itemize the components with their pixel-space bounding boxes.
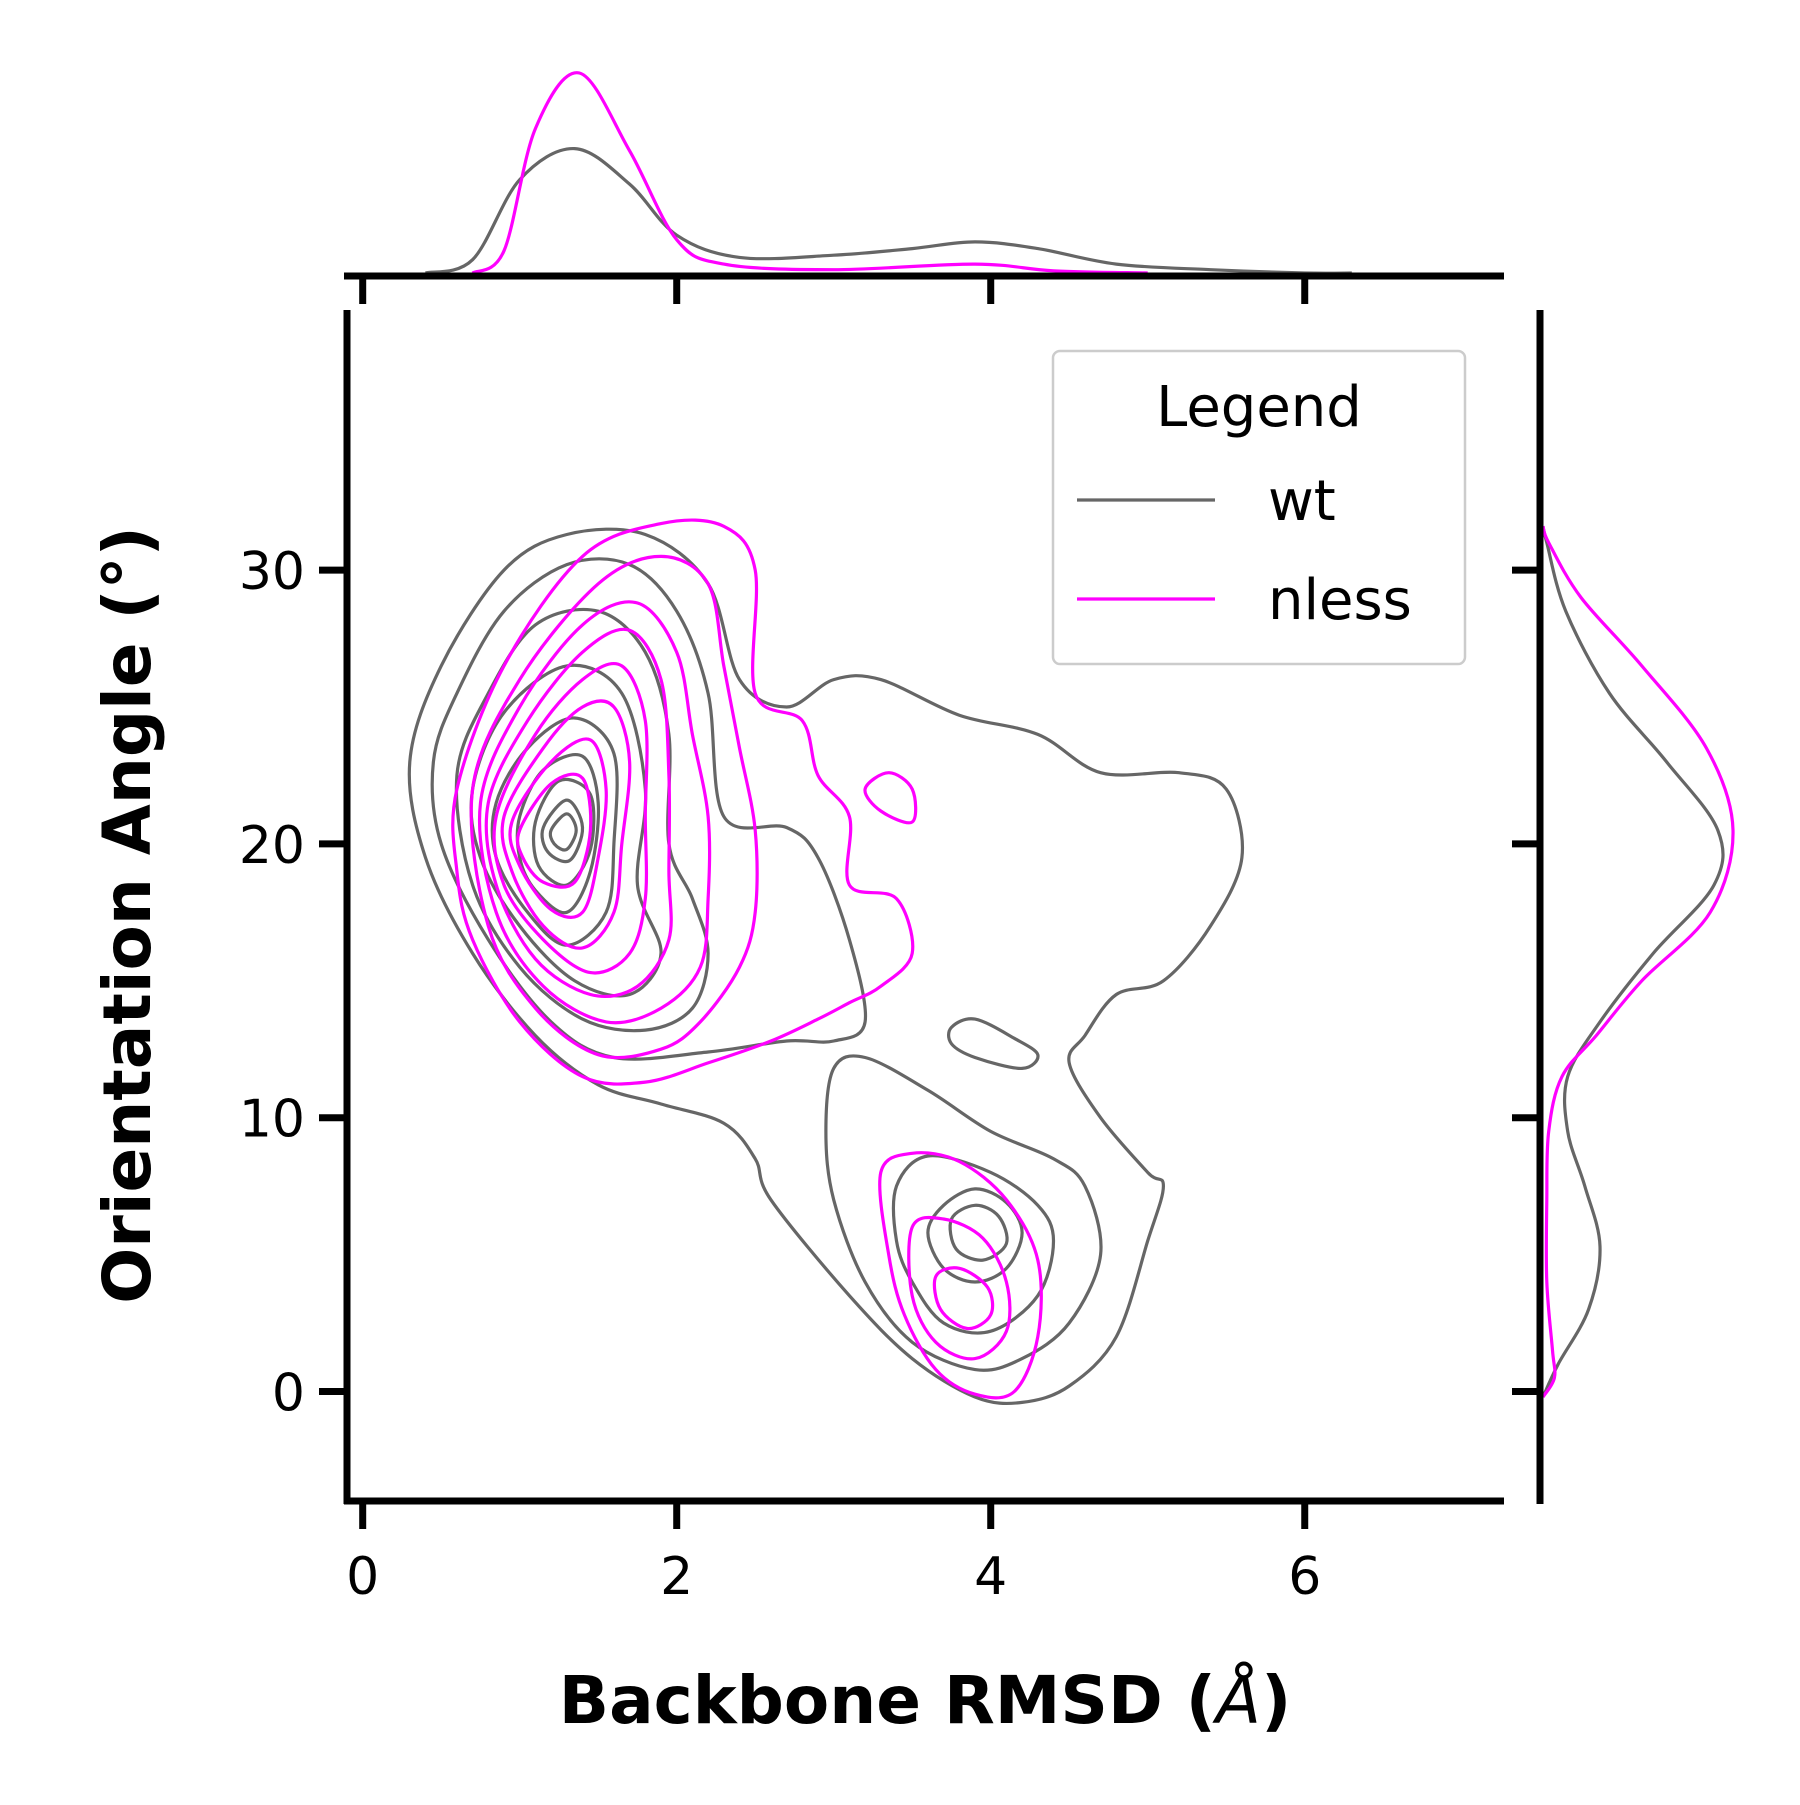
x-axis-title: Backbone RMSD (Å) bbox=[559, 1662, 1291, 1739]
nless-contour-8 bbox=[878, 1151, 1043, 1400]
wt-contour-4 bbox=[891, 1154, 1056, 1335]
wt-contour-6 bbox=[926, 1187, 1024, 1284]
x-tick-label-0: 0 bbox=[346, 1547, 379, 1607]
y-tick-label-30: 30 bbox=[239, 542, 305, 602]
nless-contour-6 bbox=[508, 737, 608, 919]
x-tick-label-6: 6 bbox=[1288, 1547, 1321, 1607]
y-tick-label-10: 10 bbox=[239, 1090, 305, 1150]
nless-contour-5 bbox=[500, 699, 632, 950]
nless-x-marginal-curve bbox=[471, 71, 1148, 275]
wt-contour-10 bbox=[531, 777, 596, 887]
nless-contour-10 bbox=[932, 1266, 995, 1331]
y-tick-label-20: 20 bbox=[239, 816, 305, 876]
x-axis-title-text: Backbone RMSD ( bbox=[559, 1662, 1216, 1739]
axis-ticks: 0 2 4 6 0 10 20 30 bbox=[239, 276, 1540, 1607]
legend: Legend wt nless bbox=[1051, 349, 1467, 666]
nless-contours bbox=[451, 518, 1043, 1400]
wt-contour-0 bbox=[407, 527, 1245, 1406]
legend-title: Legend bbox=[1156, 375, 1362, 440]
nless-contour-11 bbox=[863, 771, 918, 825]
legend-frame bbox=[1051, 349, 1467, 666]
x-tick-label-4: 4 bbox=[974, 1547, 1007, 1607]
wt-x-marginal-curve bbox=[425, 146, 1352, 275]
nless-contour-4 bbox=[492, 661, 649, 975]
nless-contour-7 bbox=[515, 772, 593, 889]
wt-contour-3 bbox=[454, 607, 710, 1033]
nless-contour-9 bbox=[907, 1215, 1012, 1361]
nless-y-marginal-curve bbox=[1541, 525, 1735, 1398]
x-axis-title-close: ) bbox=[1261, 1662, 1291, 1739]
top-marginal-density bbox=[425, 71, 1352, 275]
nless-contour-3 bbox=[484, 627, 673, 998]
wt-contour-9 bbox=[515, 753, 601, 915]
wt-y-marginal-curve bbox=[1541, 525, 1725, 1398]
y-tick-label-0: 0 bbox=[272, 1363, 305, 1423]
wt-contour-8 bbox=[948, 1203, 1009, 1262]
legend-label-wt: wt bbox=[1268, 469, 1336, 534]
nless-contour-2 bbox=[477, 600, 712, 1025]
legend-label-nless: nless bbox=[1268, 568, 1412, 633]
wt-contour-7 bbox=[490, 716, 619, 947]
y-axis-title: Orientation Angle (°) bbox=[89, 526, 166, 1304]
wt-contour-13 bbox=[946, 1017, 1040, 1071]
wt-contour-12 bbox=[548, 812, 578, 852]
nless-contour-1 bbox=[469, 554, 759, 1060]
x-axis-title-unit: Å bbox=[1212, 1662, 1261, 1739]
wt-contour-5 bbox=[469, 663, 663, 998]
wt-contour-2 bbox=[824, 1054, 1103, 1372]
nless-contour-0 bbox=[451, 518, 915, 1086]
right-marginal-density bbox=[1541, 525, 1735, 1398]
x-tick-label-2: 2 bbox=[660, 1547, 693, 1607]
wt-contour-11 bbox=[540, 798, 585, 864]
